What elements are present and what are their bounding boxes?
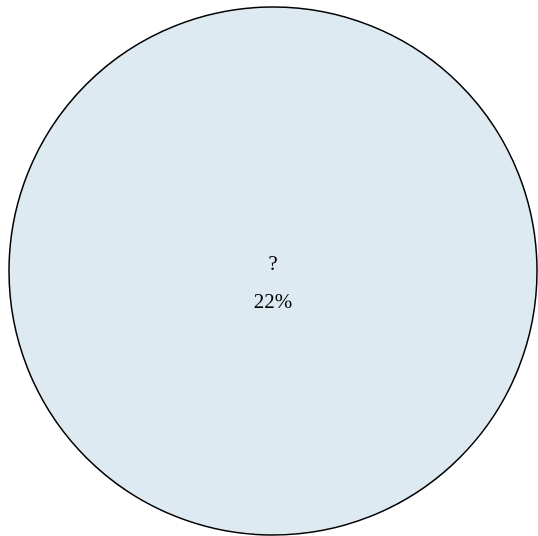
- node-label: ?: [268, 251, 277, 275]
- node-circle: [8, 6, 538, 536]
- node-value: 22%: [254, 289, 293, 313]
